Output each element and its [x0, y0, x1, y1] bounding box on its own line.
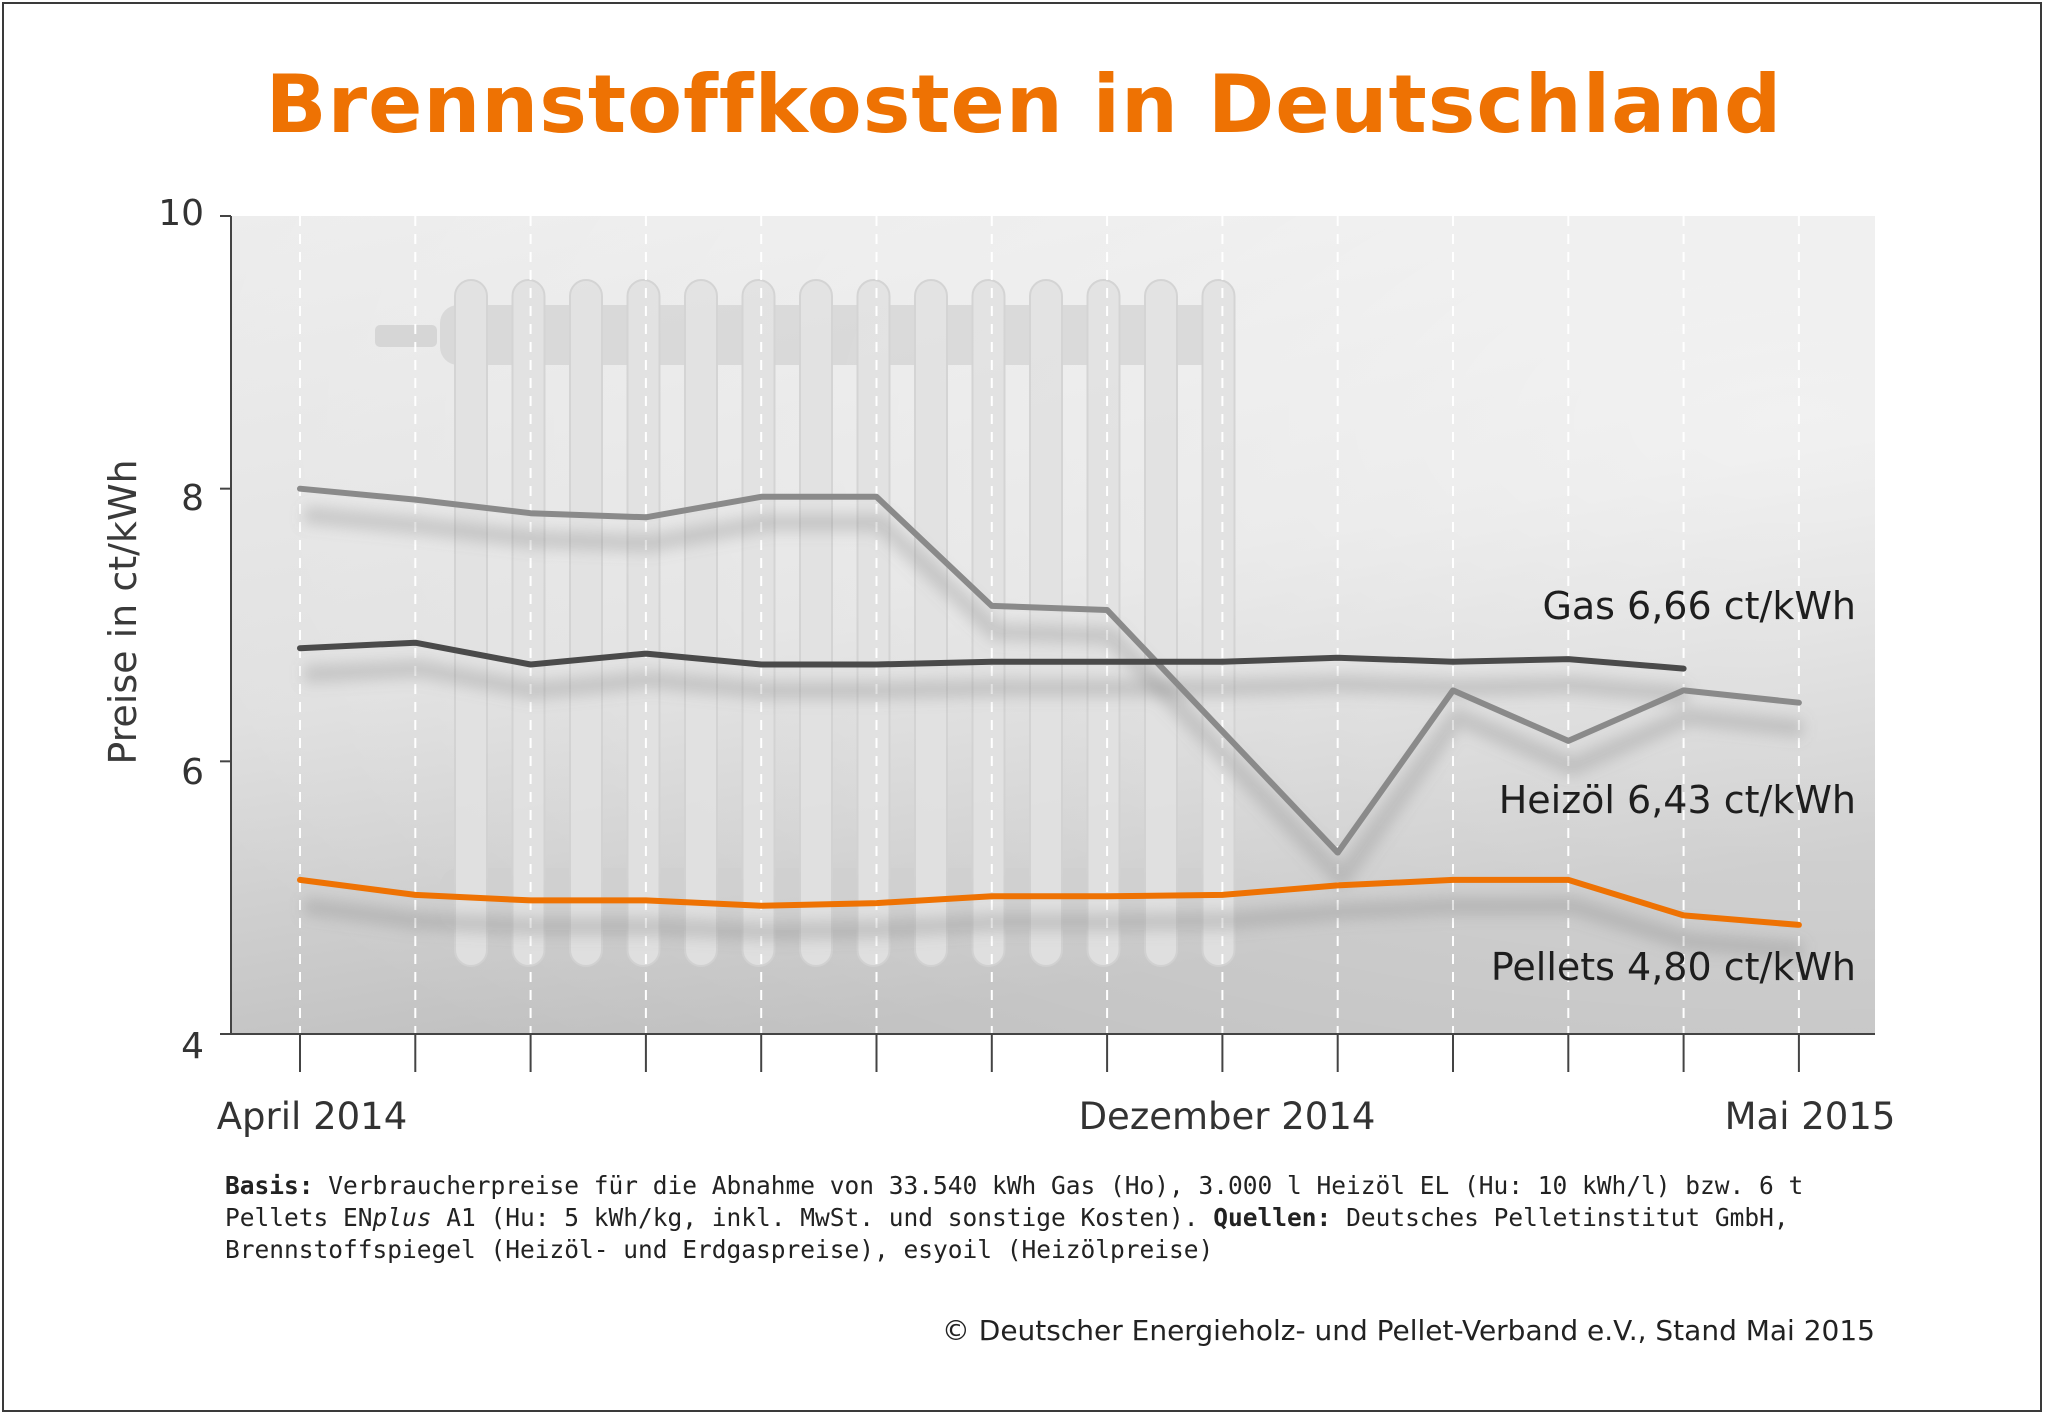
radiator-fin: [684, 279, 718, 967]
radiator-fin: [856, 279, 891, 967]
y-tick-label-4: 4: [181, 1026, 204, 1067]
radiator-fin: [1201, 279, 1236, 967]
radiator-fin: [1086, 279, 1121, 967]
series-line-heizoel: [297, 485, 1802, 856]
radiator-fin: [741, 279, 776, 967]
series-line-pellets: [297, 876, 1802, 928]
radiator-fin: [569, 279, 603, 967]
basis-note: Basis: Verbraucherpreise für die Abnahme…: [225, 1170, 1905, 1266]
sources-label: Quellen:: [1213, 1203, 1332, 1232]
y-tick-label-8: 8: [181, 478, 204, 519]
radiator-fin: [799, 279, 833, 967]
series-shadow: [302, 896, 1804, 960]
series-line-gas: [297, 639, 1687, 672]
basis-text-1: Verbraucherpreise für die Abnahme von 33…: [225, 1171, 1804, 1232]
y-axis-ticks: [220, 215, 231, 1035]
y-tick-label-6: 6: [181, 752, 204, 793]
x-tick-label-dezember-2014: Dezember 2014: [1079, 1095, 1376, 1138]
basis-plus: plus: [372, 1203, 432, 1232]
y-axis-title: Preise in ct/kWh: [101, 459, 145, 764]
x-tick-label-mai-2015: Mai 2015: [1725, 1095, 1896, 1138]
radiator-fin: [626, 279, 661, 967]
basis-label: Basis:: [225, 1171, 314, 1200]
copyright-line: © Deutscher Energieholz- und Pellet-Verb…: [941, 1314, 1875, 1347]
radiator-fin: [1144, 279, 1178, 967]
series-shadow: [303, 505, 1804, 888]
chart-title: Brennstoffkosten in Deutschland: [265, 58, 1783, 151]
radiator-valve: [375, 325, 437, 347]
radiator-fin: [1029, 279, 1063, 967]
x-tick-label-april-2014: April 2014: [217, 1095, 408, 1138]
radiator-fin: [914, 279, 948, 967]
series-shadow: [303, 659, 1689, 704]
basis-text-2: A1 (Hu: 5 kWh/kg, inkl. MwSt. und sonsti…: [431, 1203, 1214, 1232]
radiator-fin: [454, 279, 488, 967]
sources-text: Deutsches Pelletinstitut GmbH, Brennstof…: [225, 1203, 1789, 1264]
y-tick-label-10: 10: [158, 193, 204, 234]
series-label-gas: Gas 6,66 ct/kWh: [1542, 584, 1856, 628]
radiator-fin: [511, 279, 546, 967]
series-shadows: [302, 505, 1804, 960]
series-label-pellets: Pellets 4,80 ct/kWh: [1491, 945, 1856, 989]
x-axis-ticks: [299, 1034, 1800, 1072]
series-label-heizoel: Heizöl 6,43 ct/kWh: [1499, 778, 1856, 822]
radiator-illustration: [375, 279, 1236, 967]
